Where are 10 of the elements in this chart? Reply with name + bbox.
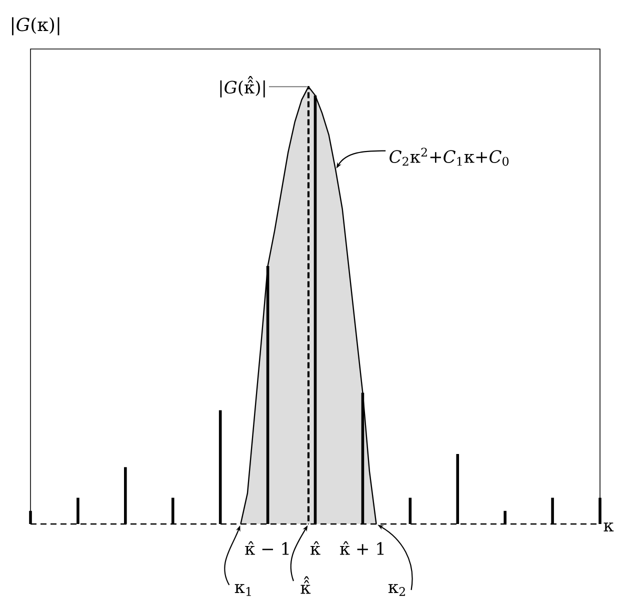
text: κ$_{2}$ xyxy=(388,584,405,596)
text: κ$_{1}$ xyxy=(234,584,251,596)
x-tick-label: κ̂ − 1 xyxy=(245,541,289,555)
x-tick-label: κ̂ xyxy=(310,541,320,555)
x-axis-title: κ xyxy=(604,522,614,532)
text: C$_{2}$κ$^{2}$+C$_{1}$κ+C$_{0}$ xyxy=(390,148,509,166)
y-axis-title: |G(κ)| xyxy=(12,17,60,36)
annotation: |G(κ̂̂)| xyxy=(220,76,265,98)
x-tick-label: κ̂ + 1 xyxy=(340,541,384,555)
text: κ̂̂ xyxy=(300,576,311,594)
